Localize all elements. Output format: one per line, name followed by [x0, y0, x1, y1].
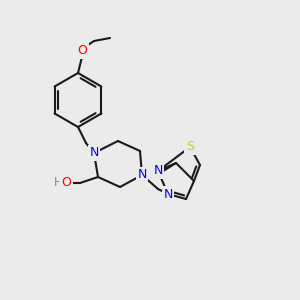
- Text: H: H: [54, 176, 62, 188]
- Text: N: N: [153, 164, 163, 178]
- Text: N: N: [137, 169, 147, 182]
- Text: O: O: [77, 44, 87, 58]
- Text: S: S: [186, 140, 194, 154]
- Text: N: N: [89, 146, 99, 160]
- Text: O: O: [61, 176, 71, 188]
- Text: N: N: [163, 188, 173, 200]
